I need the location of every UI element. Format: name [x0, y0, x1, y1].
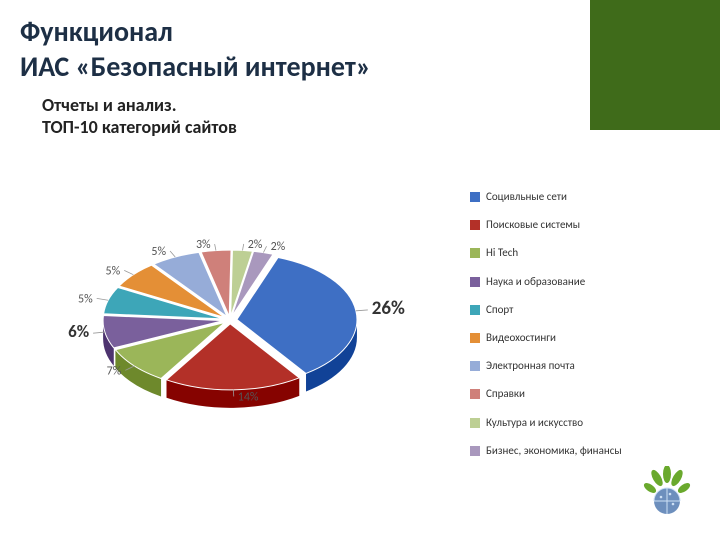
pie-chart: 26%14%7%6%5%5%5%3%2%2% [80, 180, 380, 480]
callout-label: 5% [106, 264, 121, 278]
callout-line [124, 270, 133, 274]
legend-swatch [470, 277, 480, 287]
legend-label: Спорт [486, 303, 513, 316]
callout-line [356, 310, 368, 311]
callout-line [243, 244, 244, 251]
title-line-1: Функционал [20, 14, 371, 49]
callout-label: 7% [107, 364, 122, 378]
subtitle-line-2: ТОП-10 категорий сайтов [42, 116, 237, 138]
callout-label: 5% [151, 245, 166, 259]
callout-line [263, 246, 266, 252]
callout-line [97, 298, 109, 300]
callout-label: 26% [372, 297, 405, 320]
corner-decoration [590, 0, 720, 130]
legend-item: Справки [470, 387, 622, 400]
callout-line [215, 244, 216, 251]
legend-label: Справки [486, 387, 525, 400]
legend-label: Социвльные сети [486, 190, 567, 203]
legend-item: Культура и искусство [470, 416, 622, 429]
legend-swatch [470, 305, 480, 315]
callout-label: 2% [271, 240, 286, 254]
legend-item: Электронная почта [470, 359, 622, 372]
callout-label: 3% [196, 238, 211, 252]
legend-item: Спорт [470, 303, 622, 316]
legend-swatch [470, 192, 480, 202]
legend-swatch [470, 220, 480, 230]
legend-item: Наука и образование [470, 275, 622, 288]
legend-item: Hi Tech [470, 246, 622, 259]
legend-item: Социвльные сети [470, 190, 622, 203]
legend-label: Наука и образование [486, 275, 585, 288]
legend-swatch [470, 418, 480, 428]
legend-swatch [470, 248, 480, 258]
legend-label: Бизнес, экономика, финансы [486, 444, 622, 457]
hand-globe-icon [642, 466, 692, 516]
legend-swatch [470, 389, 480, 399]
legend-label: Hi Tech [486, 246, 518, 259]
legend-label: Видеохостинги [486, 331, 556, 344]
page-title: Функционал ИАС «Безопасный интернет» [20, 14, 371, 84]
subtitle-line-1: Отчеты и анализ. [42, 94, 237, 116]
chart-legend: Социвльные сети Поисковые системы Hi Tech Н… [470, 190, 622, 472]
legend-swatch [470, 361, 480, 371]
callout-label: 2% [248, 238, 263, 252]
legend-item: Бизнес, экономика, финансы [470, 444, 622, 457]
page-subtitle: Отчеты и анализ. ТОП-10 категорий сайтов [42, 94, 237, 138]
legend-swatch [470, 333, 480, 343]
legend-label: Культура и искусство [486, 416, 583, 429]
legend-item: Поисковые системы [470, 218, 622, 231]
legend-label: Поисковые системы [486, 218, 580, 231]
callout-label: 5% [78, 292, 93, 306]
legend-label: Электронная почта [486, 359, 575, 372]
title-line-2: ИАС «Безопасный интернет» [20, 49, 371, 84]
callout-label: 6% [68, 321, 89, 342]
callout-label: 14% [238, 390, 259, 404]
callout-line [170, 251, 175, 257]
legend-item: Видеохостинги [470, 331, 622, 344]
legend-swatch [470, 446, 480, 456]
